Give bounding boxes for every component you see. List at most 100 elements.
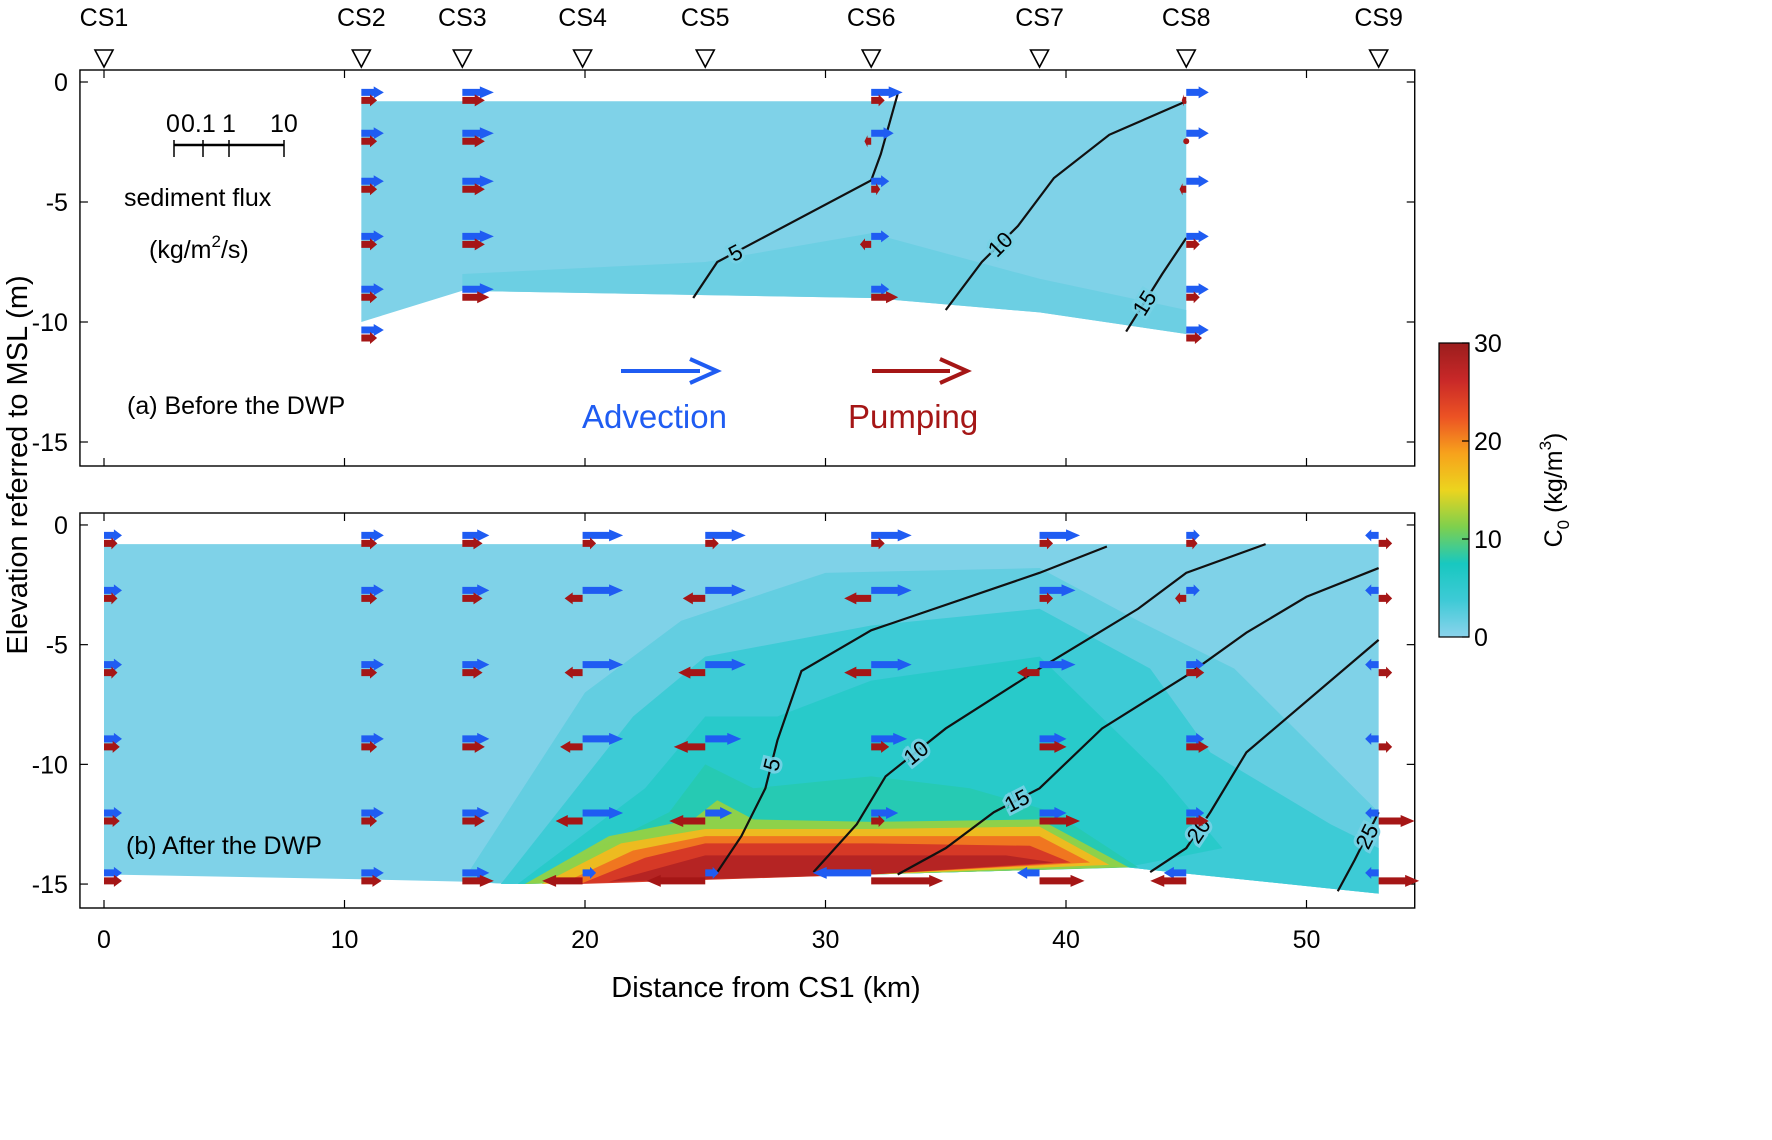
pumping-arrow <box>864 135 872 148</box>
pumping-arrow <box>104 592 118 605</box>
x-tick-label: 10 <box>331 926 359 954</box>
y-tick-label: -10 <box>32 751 68 779</box>
advection-arrow <box>1039 529 1081 542</box>
pumping-arrow <box>844 592 872 605</box>
scale-unit-close: /s) <box>221 236 249 264</box>
advection-arrow <box>871 732 908 745</box>
pumping-arrow <box>1378 874 1420 887</box>
pumping-arrow <box>871 94 885 107</box>
cross-section-marker-icon <box>351 49 372 69</box>
contour-line-5 <box>692 93 899 299</box>
pumping-arrow <box>104 666 118 679</box>
advection-arrow <box>462 807 490 820</box>
advection-arrow <box>462 127 494 140</box>
pumping-arrow <box>582 537 597 550</box>
advection-arrow <box>871 230 890 243</box>
pumping-arrow <box>682 592 706 605</box>
concentration-field-1.5 <box>462 233 1187 334</box>
advection-arrow <box>871 529 912 542</box>
pumping-arrow <box>361 183 378 196</box>
scale-unit: (kg/m2/s) <box>149 232 249 264</box>
pumping-arrow <box>104 874 122 887</box>
cross-section-marker-icon <box>452 49 473 69</box>
pumping-arrow <box>361 238 378 251</box>
advection-arrow <box>361 230 384 243</box>
pumping-arrow <box>1017 666 1040 679</box>
advection-arrow <box>1039 658 1076 671</box>
advection-arrow <box>582 732 624 745</box>
pumping-arrow <box>871 537 885 550</box>
advection-arrow <box>361 324 384 336</box>
pumping-arrow <box>1186 238 1200 251</box>
pumping-arrow <box>673 740 706 753</box>
advection-arrow <box>104 529 122 542</box>
x-axis-title: Distance from CS1 (km) <box>611 972 920 1004</box>
advection-arrow <box>1186 86 1209 99</box>
legend-pumping-head <box>939 357 972 385</box>
pumping-arrow <box>361 815 378 828</box>
cross-section-label: CS7 <box>1015 4 1064 32</box>
pumping-arrow <box>1039 537 1054 550</box>
colorbar-tick-label: 0 <box>1474 624 1488 652</box>
advection-arrow <box>582 807 624 820</box>
advection-arrow <box>705 658 746 671</box>
advection-arrow <box>1186 529 1200 542</box>
contour-line-15 <box>1125 237 1188 333</box>
pumping-arrow <box>1175 592 1187 605</box>
pumping-arrow <box>1186 537 1198 550</box>
concentration-field-28 <box>609 855 1054 882</box>
advection-arrow <box>582 866 597 879</box>
pumping-arrow <box>1039 815 1081 828</box>
advection-arrow <box>1365 584 1379 597</box>
advection-arrow <box>705 732 742 745</box>
y-tick-label: -10 <box>32 309 68 337</box>
pumping-arrow <box>361 135 378 148</box>
pumping-arrow <box>104 815 120 828</box>
pumping-arrow <box>462 537 483 550</box>
cross-section-marker-icon <box>572 49 593 69</box>
advection-arrow <box>462 86 494 99</box>
y-tick-label: 0 <box>54 512 68 540</box>
advection-arrow <box>1365 807 1379 820</box>
advection-arrow <box>1186 230 1209 243</box>
advection-arrow <box>462 658 490 671</box>
advection-arrow <box>1039 732 1067 745</box>
pumping-arrow <box>462 815 485 828</box>
scale-unit-main: (kg/m <box>149 236 212 264</box>
scale-unit-sup: 2 <box>212 232 221 251</box>
y-tick-label: 0 <box>54 69 68 97</box>
advection-arrow <box>104 807 122 820</box>
contour-line-15 <box>897 567 1380 876</box>
colorbar-title: C0 (kg/m3) <box>1536 433 1573 548</box>
cross-section-label: CS5 <box>681 4 730 32</box>
x-tick-label: 0 <box>97 926 111 954</box>
advection-arrow <box>361 529 384 542</box>
x-tick-label: 50 <box>1293 926 1321 954</box>
y-tick-label: -15 <box>32 429 68 457</box>
advection-arrow <box>361 127 384 140</box>
colorbar-title-unit: (kg/m <box>1540 450 1568 519</box>
pumping-arrow <box>871 874 944 887</box>
pumping-arrow <box>646 874 706 887</box>
advection-arrow <box>462 866 490 879</box>
advection-arrow <box>871 658 912 671</box>
advection-arrow <box>361 175 384 188</box>
pumping-arrow <box>462 291 490 304</box>
legend-pumping-label: Pumping <box>848 398 978 435</box>
pumping-arrow <box>1378 815 1415 828</box>
scale-title: sediment flux <box>124 184 272 212</box>
advection-arrow <box>1186 283 1209 296</box>
x-tick-label: 20 <box>571 926 599 954</box>
advection-arrow <box>705 807 733 820</box>
pumping-arrow <box>1186 740 1209 753</box>
advection-arrow <box>462 584 490 597</box>
panel-b-frame <box>79 512 1416 909</box>
cross-section-marker-icon <box>93 49 115 69</box>
advection-arrow <box>361 732 384 745</box>
pumping-arrow <box>361 666 378 679</box>
panel-a-axes: 0 -5 -10 -15 <box>32 69 1416 467</box>
x-tick-label: 30 <box>812 926 840 954</box>
pumping-arrow <box>462 740 485 753</box>
